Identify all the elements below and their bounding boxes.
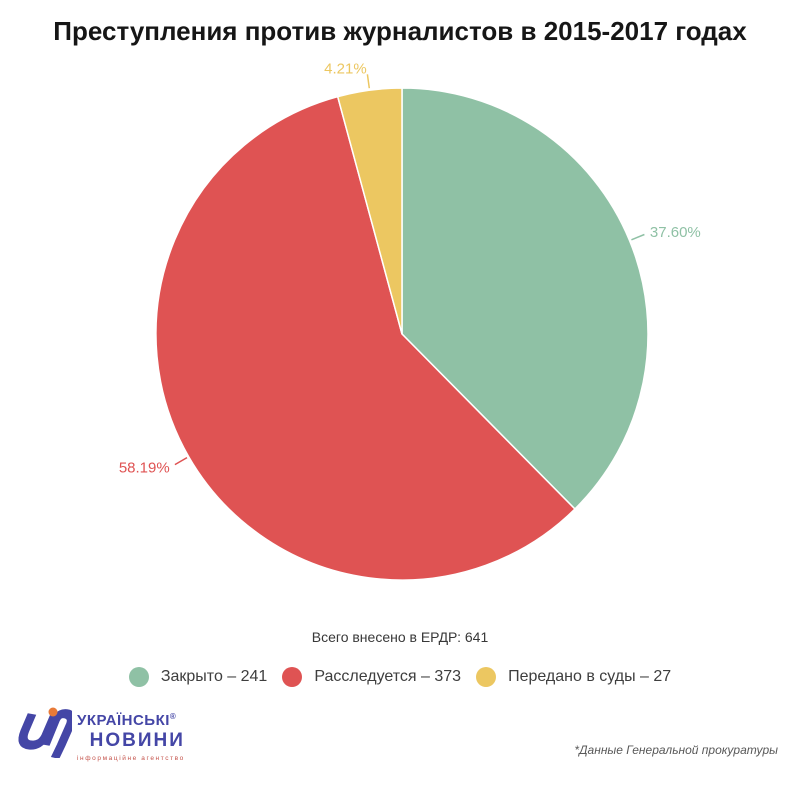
pie-slice-2 [155, 95, 576, 581]
logo-orange-dot [48, 707, 58, 717]
brand-logo: УКРАЇНСЬКІ® НОВИНИ інформаційне агентств… [12, 706, 185, 762]
legend-dot-3 [476, 667, 497, 687]
logo-line2: НОВИНИ [89, 730, 185, 751]
legend: Закрыто – 241 Расследуется – 373 Передано … [0, 667, 800, 687]
logo-n-stroke [41, 709, 72, 758]
label-leader-line-2 [174, 456, 188, 466]
logo-line1-text: УКРАЇНСЬКІ [77, 712, 170, 729]
pie-slice-3 [336, 87, 403, 335]
logo-line1: УКРАЇНСЬКІ® [77, 712, 185, 729]
legend-dot-2 [282, 667, 303, 687]
logo-tagline: інформаційне агентство [77, 755, 185, 762]
label-leader-line-3 [366, 74, 371, 89]
legend-label-3: Передано в суды – 27 [508, 668, 672, 685]
pie-slice-1 [401, 87, 649, 511]
pie-percent-label-1: 37.60% [650, 224, 701, 241]
total-label: Всего внесено в ЕРДР: 641 [311, 629, 489, 645]
pie-percent-label-2: 58.19% [119, 460, 170, 477]
un-logo-glyph [18, 707, 72, 758]
source-note: *Данные Генеральной прокуратуры [574, 743, 778, 757]
legend-dot-1 [128, 667, 149, 687]
label-leader-line-1 [631, 233, 645, 241]
legend-item-3: Передано в суды – 27 [476, 667, 671, 687]
legend-item-2: Расследуется – 373 [282, 667, 461, 687]
pie-percent-label-3: 4.21% [324, 60, 367, 77]
legend-label-1: Закрыто – 241 [160, 668, 268, 685]
legend-item-1: Закрыто – 241 [128, 667, 268, 687]
legend-label-2: Расследуется – 373 [314, 668, 462, 685]
logo-text: УКРАЇНСЬКІ® НОВИНИ інформаційне агентств… [77, 712, 185, 762]
pie-chart: 37.60% 58.19% 4.21% [119, 60, 701, 581]
chart-title: Преступления против журналистов в 2015-2… [53, 16, 747, 46]
registered-mark: ® [169, 712, 177, 721]
